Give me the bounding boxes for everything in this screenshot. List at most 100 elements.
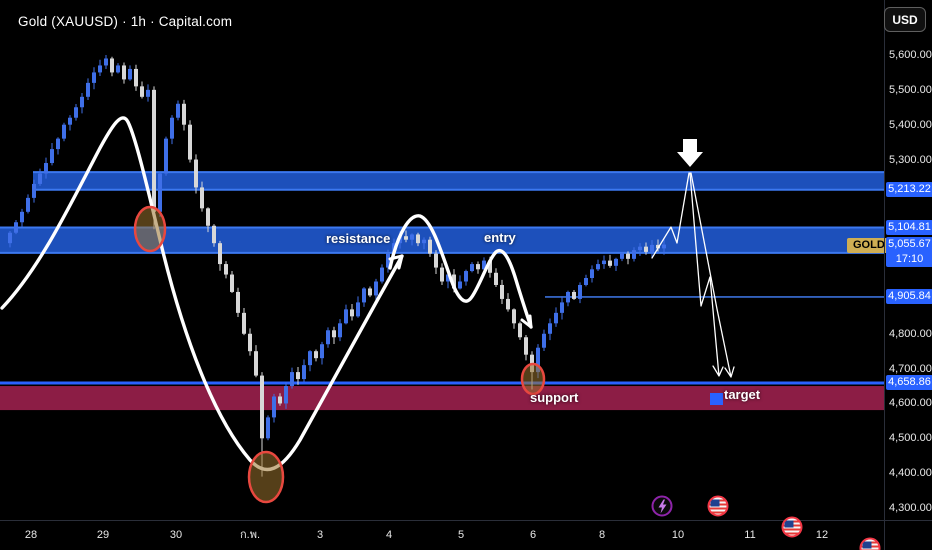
candle-body — [410, 234, 414, 240]
candle-body — [38, 173, 42, 184]
price-axis-label: 4,800.00 — [889, 327, 932, 340]
us-flag-event-icon[interactable] — [707, 495, 729, 517]
candle-body — [14, 222, 18, 233]
candle-body — [476, 264, 480, 270]
candle-body — [332, 330, 336, 338]
candle-body — [44, 163, 48, 174]
candle-body — [566, 291, 570, 303]
candle-body — [320, 344, 324, 359]
candle-body — [578, 284, 582, 299]
candle-body — [368, 288, 372, 296]
candle-body — [584, 278, 588, 285]
upper-resistance-zone[interactable] — [33, 172, 884, 190]
candle-body — [68, 117, 72, 125]
candle-body — [134, 68, 138, 87]
candle-body — [272, 396, 276, 418]
time-axis-label: 8 — [598, 529, 606, 541]
us-flag-event-icon[interactable] — [781, 516, 803, 538]
entry-label[interactable]: entry — [484, 230, 516, 245]
highlight-circle[interactable] — [247, 450, 285, 504]
candle-body — [506, 298, 510, 310]
candle-body — [590, 269, 594, 279]
candle-body — [356, 302, 360, 317]
flash-event-icon[interactable] — [651, 495, 673, 517]
swing-curve-drawing[interactable] — [0, 116, 404, 472]
candle-body — [626, 253, 630, 259]
support-label[interactable]: support — [530, 390, 579, 405]
price-axis-divider — [884, 0, 885, 550]
candle-body — [140, 86, 144, 97]
candle-body — [176, 103, 180, 118]
candle-body — [296, 372, 300, 380]
price-axis-label: 5,400.00 — [889, 118, 932, 131]
candle-body — [314, 351, 318, 359]
candle-body — [362, 288, 366, 303]
candle-body — [494, 272, 498, 285]
candle-body — [290, 372, 294, 387]
candle-body — [608, 260, 612, 266]
us-flag-event-icon[interactable] — [859, 537, 881, 550]
candle-body — [374, 281, 378, 296]
candle-body — [596, 264, 600, 270]
candle-body — [458, 281, 462, 289]
candle-body — [224, 264, 228, 275]
candle-body — [74, 107, 78, 118]
candle-body — [86, 82, 90, 97]
symbol-title[interactable]: Gold (XAUUSD) · 1h · Capital.com — [18, 14, 233, 29]
candle-body — [164, 138, 168, 174]
price-axis-label: 4,700.00 — [889, 362, 932, 375]
candle-body — [632, 250, 636, 259]
candle-body — [146, 89, 150, 97]
candle-body — [308, 351, 312, 366]
time-axis-label: ก.พ. — [239, 529, 261, 541]
candle-body — [434, 253, 438, 268]
double-top-curve-drawing[interactable] — [388, 214, 533, 329]
time-axis-label: 10 — [671, 529, 685, 541]
candle-body — [194, 159, 198, 188]
candle-body — [188, 124, 192, 160]
price-axis-label: 4,400.00 — [889, 467, 932, 480]
candle-body — [92, 72, 96, 83]
candle-body — [512, 309, 516, 324]
candle-body — [440, 267, 444, 282]
candle-body — [536, 347, 540, 373]
candle-body — [128, 68, 132, 80]
candle-body — [524, 337, 528, 355]
candle-body — [182, 103, 186, 125]
candle-body — [650, 244, 654, 252]
candle-body — [428, 239, 432, 254]
support-zone[interactable] — [0, 386, 884, 411]
candle-body — [254, 351, 258, 376]
double-top-arrowhead — [520, 314, 533, 329]
candle-body — [614, 258, 618, 266]
candle-body — [56, 138, 60, 150]
time-axis-divider — [0, 520, 932, 521]
candle-body — [152, 89, 156, 212]
candle-body — [20, 211, 24, 223]
highlight-circle[interactable] — [520, 362, 546, 396]
resistance-label[interactable]: resistance — [326, 231, 391, 246]
candle-body — [248, 333, 252, 352]
candle-body — [338, 323, 342, 338]
highlight-circle[interactable] — [133, 205, 167, 253]
price-axis-label: 5,300.00 — [889, 153, 932, 166]
candle-body — [212, 225, 216, 244]
candle-body — [344, 309, 348, 324]
projected-drop-line-2[interactable] — [690, 172, 735, 378]
target-box[interactable] — [710, 393, 723, 405]
time-axis-label: 6 — [529, 529, 537, 541]
time-axis-label: 12 — [815, 529, 829, 541]
target-label[interactable]: target — [724, 387, 761, 402]
big-down-arrow-icon[interactable] — [677, 139, 703, 167]
currency-toggle-button[interactable]: USD — [884, 7, 926, 32]
candlestick-chart[interactable] — [0, 0, 884, 520]
candle-body — [482, 260, 486, 270]
projected-drop-line-1[interactable] — [689, 172, 724, 377]
candle-body — [50, 149, 54, 164]
time-axis-label: 11 — [744, 529, 756, 541]
bar-countdown: 17:10 — [895, 252, 924, 265]
candle-body — [230, 274, 234, 292]
candle-body — [266, 417, 270, 439]
projected-rally-line[interactable] — [651, 172, 690, 259]
